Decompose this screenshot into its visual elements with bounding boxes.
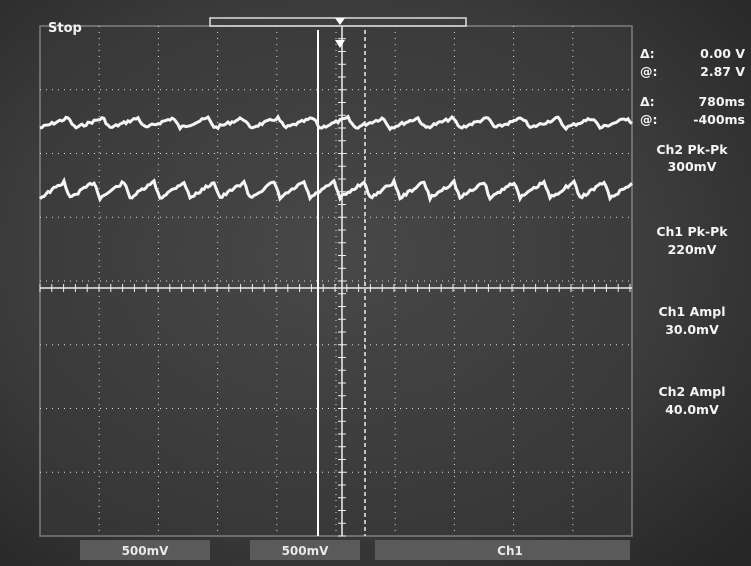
- measurement-name: Ch2 Pk-Pk: [656, 142, 728, 157]
- ch2-trace: [39, 114, 633, 132]
- cursor-label: @:: [640, 112, 658, 127]
- ch2-scale: 500mV: [282, 544, 330, 558]
- measurement-value: 220mV: [668, 242, 717, 257]
- footer-box: [250, 540, 360, 560]
- trigger-marker: [335, 40, 345, 48]
- ch1-scale: 500mV: [122, 544, 170, 558]
- ch1-trace: [38, 176, 634, 204]
- measurement-name: Ch1 Ampl: [658, 304, 725, 319]
- status: Stop: [48, 21, 82, 36]
- cursor-label: Δ:: [640, 94, 655, 109]
- graticule: [39, 25, 632, 537]
- cursor-value: 2.87 V: [700, 64, 745, 79]
- cursor-label: Δ:: [640, 46, 655, 61]
- trigger-pos-marker: [335, 18, 345, 25]
- footer-box: [80, 540, 210, 560]
- measurement-name: Ch1 Pk-Pk: [656, 224, 728, 239]
- footer-box: [375, 540, 630, 560]
- cursor-value: 0.00 V: [700, 46, 745, 61]
- measurement-value: 300mV: [668, 159, 717, 174]
- trigger-source: Ch1: [497, 544, 523, 558]
- cursor-value: -400ms: [693, 112, 745, 127]
- measurement-value: 30.0mV: [665, 322, 719, 337]
- cursor-value: 780ms: [698, 94, 745, 109]
- cursor-label: @:: [640, 64, 658, 79]
- measurement-name: Ch2 Ampl: [658, 384, 725, 399]
- plot-area: [39, 25, 633, 537]
- measurement-value: 40.0mV: [665, 402, 719, 417]
